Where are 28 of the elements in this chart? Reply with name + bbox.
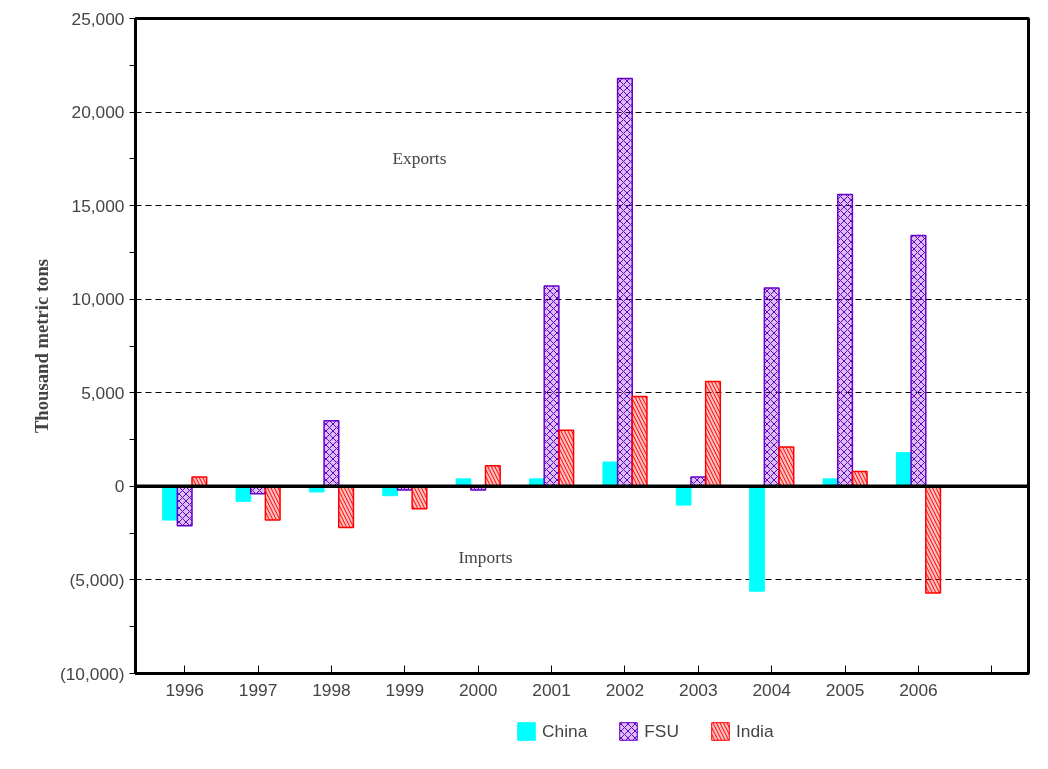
y-tick-label: (5,000) — [69, 569, 125, 590]
x-tick-label: 2000 — [458, 679, 498, 700]
x-tick-label: 2001 — [532, 679, 571, 700]
y-axis-title: Thousand metric tons — [30, 258, 52, 434]
y-tick-label: (10,000) — [59, 663, 125, 684]
y-tick-label: 15,000 — [71, 195, 125, 216]
x-tick-label: 1997 — [238, 679, 278, 700]
y-tick-label: 25,000 — [71, 8, 125, 29]
y-tick-label: 0 — [114, 476, 125, 497]
x-tick-label: 2005 — [825, 679, 865, 700]
bar — [162, 485, 178, 521]
y-tick-label: 5,000 — [81, 382, 125, 403]
bar — [749, 485, 765, 592]
x-tick-label: 1999 — [385, 679, 425, 700]
x-tick-label: 2006 — [899, 679, 938, 700]
annotation: Imports — [458, 547, 513, 567]
legend-label: FSU — [644, 720, 679, 742]
x-tick-label: 1996 — [165, 679, 204, 700]
y-tick-label: 10,000 — [71, 289, 125, 310]
x-tick-label: 2002 — [605, 679, 645, 700]
x-tick-label: 1998 — [312, 679, 351, 700]
legend-label: China — [542, 720, 588, 742]
x-tick-label: 2003 — [679, 679, 718, 700]
y-tick-label: 20,000 — [71, 102, 125, 123]
bar — [602, 461, 619, 487]
legend-label: India — [735, 720, 774, 742]
annotation: Exports — [392, 149, 447, 169]
x-tick-label: 2004 — [752, 679, 792, 700]
